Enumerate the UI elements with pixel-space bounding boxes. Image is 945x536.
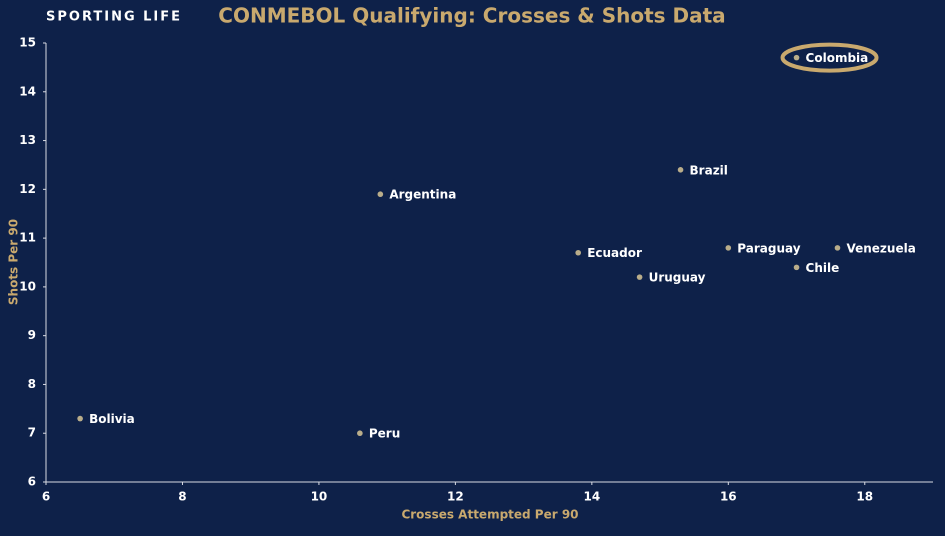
- point: [357, 430, 363, 437]
- point: [636, 274, 643, 280]
- point: [677, 167, 684, 173]
- y-tick-label: 6: [28, 475, 36, 489]
- y-tick-label: 7: [28, 426, 36, 440]
- y-tick-label: 9: [28, 328, 36, 342]
- point: [77, 415, 83, 422]
- x-tick-label: 6: [42, 490, 50, 504]
- point-label: Venezuela: [846, 241, 915, 255]
- x-tick-label: 12: [447, 490, 464, 504]
- point-label: Colombia: [806, 51, 869, 65]
- x-tick-label: 10: [311, 490, 328, 504]
- y-tick-label: 15: [19, 36, 36, 50]
- y-axis-label: Shots Per 90: [7, 219, 21, 305]
- y-tick-label: 13: [19, 133, 36, 147]
- x-tick-label: 8: [178, 490, 186, 504]
- x-tick-label: 14: [583, 490, 600, 504]
- y-tick-label: 11: [19, 231, 36, 245]
- x-axis-label: Crosses Attempted Per 90: [401, 508, 578, 522]
- point-label: Brazil: [690, 163, 728, 177]
- y-tick-label: 10: [19, 279, 36, 293]
- point: [377, 191, 384, 198]
- x-tick-label: 16: [720, 490, 737, 504]
- point-label: Bolivia: [89, 412, 135, 426]
- chart-title: CONMEBOL Qualifying: Crosses & Shots Dat…: [218, 4, 725, 28]
- point: [834, 245, 841, 251]
- y-tick-label: 14: [19, 84, 36, 98]
- point-label: Chile: [806, 261, 840, 275]
- point: [793, 264, 800, 271]
- point-label: Paraguay: [737, 241, 800, 255]
- y-tick-label: 12: [19, 182, 36, 196]
- point-label: Uruguay: [649, 271, 706, 285]
- point: [725, 245, 732, 251]
- point-label: Ecuador: [587, 246, 642, 260]
- y-tick-label: 8: [28, 377, 36, 391]
- point: [575, 249, 581, 256]
- point: [793, 54, 800, 61]
- highlight-ring: [780, 42, 879, 73]
- point-label: Peru: [369, 427, 400, 441]
- x-tick-label: 18: [856, 490, 873, 504]
- brand: SPORTING LIFE: [46, 10, 182, 25]
- point-label: Argentina: [389, 188, 456, 202]
